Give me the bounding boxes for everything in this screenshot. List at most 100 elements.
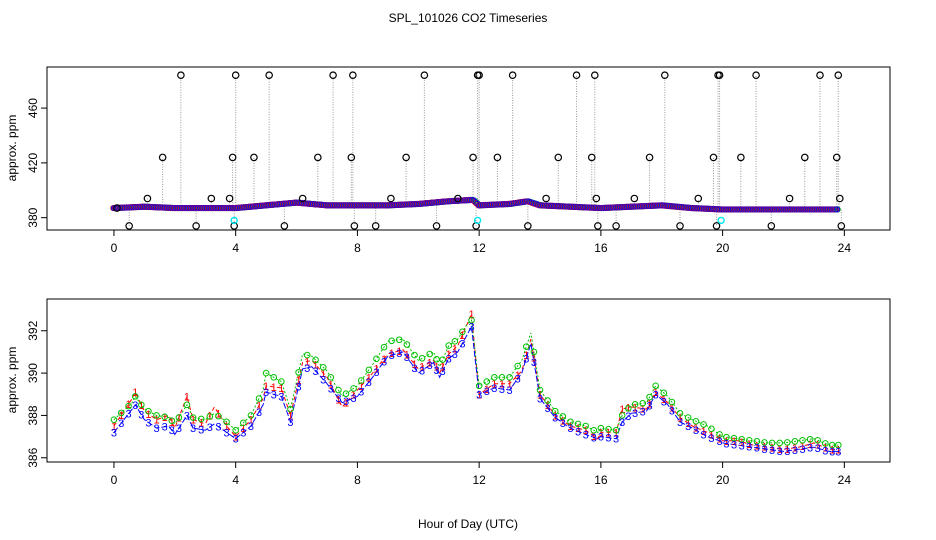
series-point-2 (270, 374, 278, 381)
series-point-1: 1 (256, 401, 262, 413)
series-point-3: 3 (685, 421, 691, 433)
series-point-1: 1 (351, 389, 357, 401)
calibration-point (230, 216, 238, 225)
series-point-1: 1 (304, 356, 310, 368)
panel-top-y-axis: 380 420 460 (26, 98, 47, 228)
outlier-point (785, 194, 794, 203)
panel-bottom-y-tick-label: 388 (26, 405, 40, 425)
outlier-point (349, 71, 357, 80)
series-point-3: 3 (427, 360, 433, 372)
series-point-3: 3 (499, 384, 505, 396)
series-point-2 (814, 437, 822, 444)
series-point-3: 3 (708, 433, 714, 445)
series-point-3: 3 (459, 338, 465, 350)
series-point-1: 1 (427, 358, 433, 370)
series-point-3: 3 (552, 413, 558, 425)
series-point-1: 1 (640, 404, 646, 416)
series-point-3: 3 (731, 440, 737, 452)
panel-top-x-tick-label: 20 (716, 241, 730, 255)
panel-bottom-x-tick-label: 12 (472, 473, 486, 487)
series-point-2 (411, 351, 418, 359)
series-point-2 (768, 439, 776, 447)
series-point-3: 3 (396, 348, 402, 360)
outlier-point (387, 194, 395, 203)
series-point-1: 1 (632, 402, 638, 414)
series-point-3: 3 (190, 423, 196, 435)
outlier-point (347, 153, 356, 162)
series-point-1: 1 (523, 350, 529, 362)
series-point-1: 1 (198, 417, 204, 429)
series-point-2 (639, 399, 647, 407)
panel-top-x-axis: 0 4 8 12 16 20 24 (111, 230, 851, 255)
series-point-2 (514, 362, 522, 370)
series-point-1: 1 (537, 389, 543, 401)
series-point-3: 3 (754, 443, 760, 455)
outlier-point (800, 153, 809, 162)
series-point-3: 3 (591, 432, 597, 444)
series-line-3 (113, 324, 839, 452)
series-point-1: 1 (271, 382, 277, 394)
series-point-3: 3 (605, 433, 611, 445)
series-point-2 (530, 348, 538, 356)
outlier-point (231, 71, 240, 80)
series-point-3: 3 (335, 393, 341, 405)
series-point-3: 3 (545, 403, 551, 415)
series-point-3: 3 (198, 425, 204, 437)
series-point-1: 1 (552, 410, 558, 422)
series-point-1: 1 (287, 410, 293, 422)
series-point-1: 1 (411, 359, 417, 371)
series-point-1: 1 (240, 423, 246, 435)
panel-bottom-y-label: approx. ppm (5, 347, 19, 414)
series-point-3: 3 (807, 443, 813, 455)
series-point-2 (761, 439, 768, 446)
series-point-1: 1 (125, 399, 131, 411)
series-point-1: 1 (746, 439, 752, 451)
series-point-2 (335, 386, 342, 394)
outlier-point (207, 194, 216, 203)
outlier-point (594, 222, 602, 230)
series-point-1: 1 (419, 362, 425, 374)
calibration-point (473, 216, 482, 225)
series-point-1: 1 (605, 427, 611, 439)
outlier-point (454, 194, 462, 203)
outlier-point (737, 153, 745, 162)
panel-top-y-label: approx. ppm (5, 115, 19, 182)
series-point-1: 1 (145, 409, 151, 421)
panel-top-points (110, 71, 846, 230)
series-point-2 (491, 374, 498, 381)
outlier-point (158, 153, 167, 162)
series-point-1: 1 (111, 421, 117, 433)
panel-top-x-tick-label: 4 (232, 241, 239, 255)
series-point-2 (822, 440, 829, 447)
series-point-1: 1 (248, 415, 254, 427)
series-point-3: 3 (263, 387, 269, 399)
series-point-2 (388, 337, 395, 345)
series-point-3: 3 (381, 356, 387, 368)
outlier-point (572, 71, 581, 80)
series-point-3: 3 (523, 353, 529, 365)
series-point-2 (295, 369, 302, 376)
series-point-3: 3 (256, 407, 262, 419)
series-point-2 (223, 418, 230, 426)
series-point-1: 1 (381, 354, 387, 366)
outlier-point (834, 71, 843, 80)
series-point-2 (175, 414, 183, 421)
outlier-point (508, 71, 517, 80)
series-point-1: 1 (366, 372, 372, 384)
outlier-point (125, 222, 133, 230)
series-point-1: 1 (138, 400, 144, 412)
outlier-point (314, 153, 322, 162)
series-point-3: 3 (769, 445, 775, 457)
outlier-point (554, 153, 563, 162)
series-point-3: 3 (215, 422, 221, 434)
series-point-3: 3 (138, 410, 144, 422)
series-point-3: 3 (476, 389, 482, 401)
outlier-point (280, 222, 289, 230)
outlier-point (143, 194, 152, 203)
series-point-2 (783, 439, 791, 446)
series-point-3: 3 (320, 374, 326, 386)
series-point-3: 3 (583, 429, 589, 441)
series-point-3: 3 (132, 400, 138, 412)
